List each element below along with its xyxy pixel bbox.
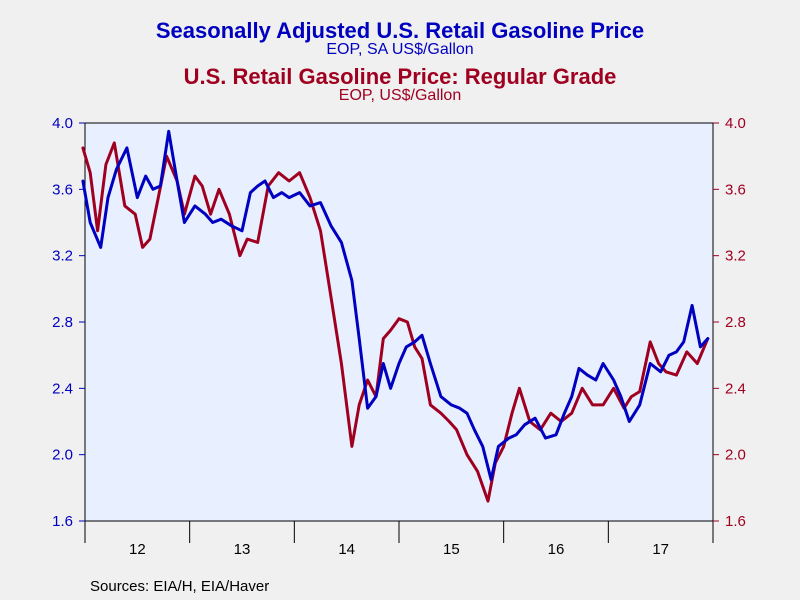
- y-right-tick-label: 3.6: [725, 181, 746, 198]
- y-right-tick-label: 2.8: [725, 314, 746, 331]
- x-tick-label: 14: [338, 541, 355, 558]
- y-left-tick-label: 4.0: [52, 115, 73, 132]
- y-left-tick-label: 3.6: [52, 181, 73, 198]
- y-right-tick-label: 3.2: [725, 248, 746, 265]
- series-line-sa-price: [81, 129, 710, 481]
- chart-subtitle-1: EOP, SA US$/Gallon: [326, 41, 474, 58]
- x-tick-label: 17: [652, 541, 669, 558]
- x-tick-label: 13: [234, 541, 251, 558]
- chart-subtitle-2: EOP, US$/Gallon: [338, 87, 462, 104]
- y-right-tick-label: 1.6: [725, 513, 746, 530]
- y-left-tick-label: 2.8: [52, 314, 73, 331]
- y-right-tick-label: 2.4: [725, 380, 746, 397]
- y-right-tick-label: 2.0: [725, 447, 746, 464]
- y-left-tick-label: 2.4: [52, 380, 73, 397]
- plot-area: [84, 122, 714, 522]
- y-left-tick-label: 3.2: [52, 248, 73, 265]
- x-tick-label: 15: [443, 541, 460, 558]
- y-left-tick-label: 1.6: [52, 513, 73, 530]
- y-right-tick-label: 4.0: [725, 115, 746, 132]
- x-tick-label: 12: [129, 541, 146, 558]
- chart-title-2: U.S. Retail Gasoline Price: Regular Grad…: [183, 64, 617, 89]
- source-note: Sources: EIA/H, EIA/Haver: [90, 578, 270, 595]
- chart-title-1: Seasonally Adjusted U.S. Retail Gasoline…: [155, 18, 645, 43]
- y-left-tick-label: 2.0: [52, 447, 73, 464]
- x-tick-label: 16: [548, 541, 565, 558]
